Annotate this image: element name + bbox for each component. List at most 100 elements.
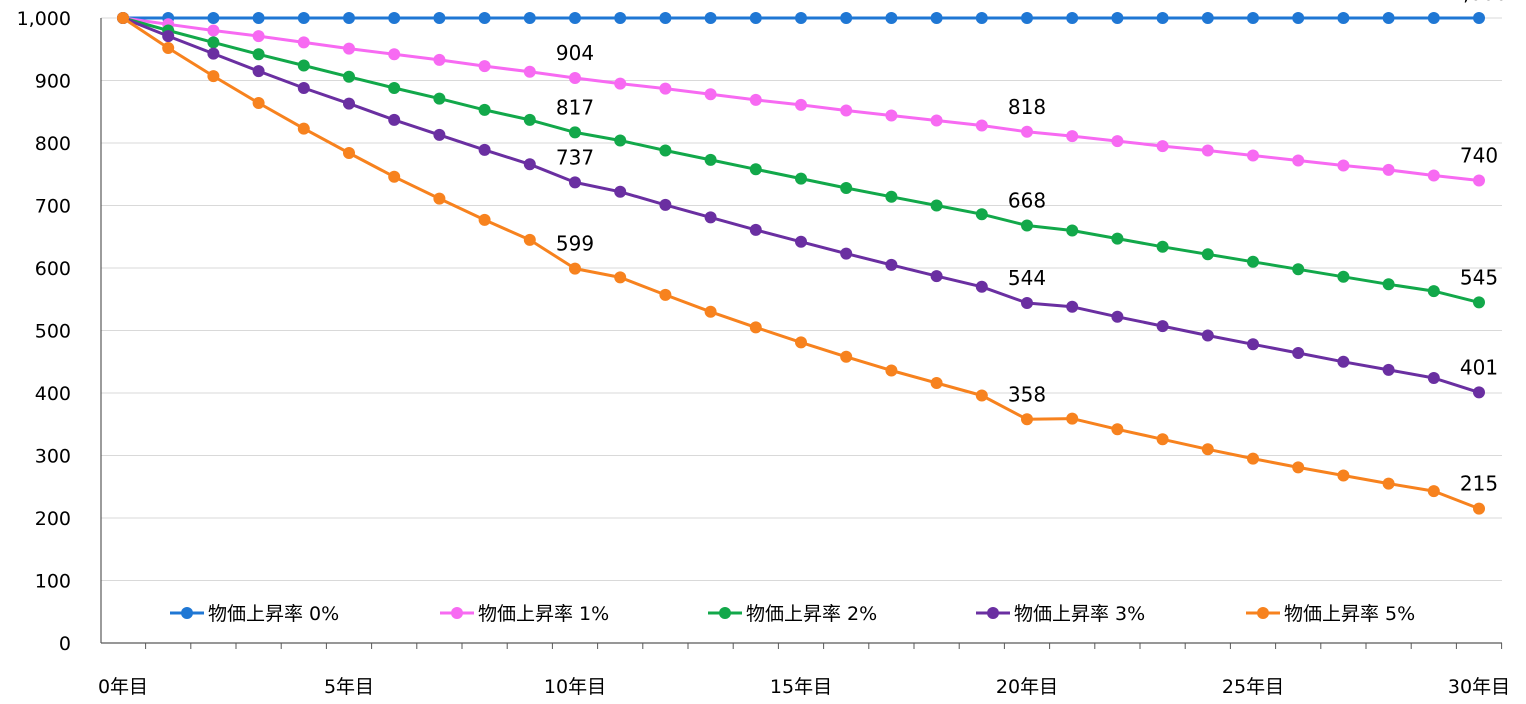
series-1 (117, 12, 1485, 187)
data-point (343, 70, 355, 83)
data-point (1201, 144, 1214, 157)
legend-marker (719, 607, 731, 619)
data-point (704, 305, 717, 318)
data-point (569, 72, 581, 84)
y-tick-label: 600 (35, 258, 71, 280)
y-tick-label: 900 (35, 71, 71, 93)
data-point (975, 208, 988, 221)
data-point (1111, 135, 1124, 148)
data-point (1201, 248, 1214, 261)
data-point (162, 42, 175, 54)
data-point (1427, 285, 1440, 298)
x-tick-label: 20年目 (996, 676, 1058, 698)
data-point (614, 185, 627, 198)
data-point (1473, 12, 1485, 24)
data-point (975, 12, 988, 24)
x-tick-label: 15年目 (770, 676, 832, 698)
data-label: 818 (1008, 95, 1046, 119)
data-point (704, 211, 717, 224)
data-point (117, 12, 129, 24)
data-labels: 1,000 904 818 740 817 668 545 737 544 401 599 358 21… (556, 0, 1508, 496)
legend-label: 物価上昇率 3% (1014, 603, 1145, 625)
data-point (569, 126, 581, 139)
data-point (1337, 469, 1350, 482)
data-point (795, 235, 807, 248)
data-point (975, 119, 988, 132)
data-point (252, 65, 265, 78)
data-point (1066, 12, 1079, 24)
data-point (1247, 12, 1259, 24)
data-point (704, 12, 717, 24)
data-point (1427, 372, 1440, 384)
data-point (659, 82, 672, 95)
y-tick-label: 700 (35, 196, 71, 218)
legend-item-2: 物価上昇率 2% (708, 603, 877, 625)
data-point (297, 122, 310, 135)
data-point (1292, 461, 1305, 474)
data-point (704, 88, 717, 101)
data-point (1201, 443, 1214, 456)
data-point (1337, 355, 1350, 368)
data-point (433, 128, 446, 141)
data-point (1111, 310, 1124, 323)
data-point (1247, 452, 1259, 465)
data-point (523, 233, 536, 246)
data-point (1021, 125, 1033, 138)
data-point (207, 70, 220, 83)
data-point (975, 389, 988, 402)
data-point (614, 12, 627, 24)
data-label: 358 (1008, 382, 1046, 406)
data-point (795, 172, 807, 185)
legend-label: 物価上昇率 0% (208, 603, 339, 625)
data-point (1111, 232, 1124, 245)
data-point (1382, 163, 1395, 176)
y-tick-label: 800 (35, 133, 71, 155)
data-point (749, 12, 762, 24)
data-point (1427, 485, 1440, 498)
data-point (343, 147, 355, 159)
legend-item-0: 物価上昇率 0% (170, 603, 339, 625)
data-point (388, 12, 401, 24)
data-point (1382, 12, 1395, 24)
data-point (433, 53, 446, 66)
y-tick-label: 500 (35, 321, 71, 343)
data-point (252, 30, 265, 43)
data-point (930, 199, 943, 212)
data-point (1066, 300, 1079, 313)
data-point (749, 223, 762, 236)
data-point (1247, 255, 1259, 268)
legend-label: 物価上昇率 2% (746, 603, 877, 625)
data-point (478, 12, 491, 24)
data-point (840, 104, 853, 117)
series-4 (117, 12, 1485, 515)
data-point (1337, 270, 1350, 283)
legend-marker (451, 607, 463, 619)
data-point (840, 182, 853, 194)
legend-item-4: 物価上昇率 5% (1246, 603, 1415, 625)
data-label: 1,000 (1450, 0, 1507, 5)
data-label: 545 (1460, 265, 1498, 289)
data-label: 904 (556, 41, 594, 65)
data-point (885, 190, 898, 203)
data-point (569, 262, 581, 275)
data-point (1382, 477, 1395, 490)
data-point (1292, 347, 1305, 359)
data-point (523, 158, 536, 171)
data-point (614, 134, 627, 147)
data-point (297, 59, 310, 72)
y-tick-label: 400 (35, 383, 71, 405)
data-point (1066, 224, 1079, 237)
data-point (930, 12, 943, 24)
data-point (1473, 386, 1485, 399)
data-point (930, 114, 943, 127)
data-point (388, 82, 401, 94)
data-point (1292, 154, 1305, 167)
series-0 (117, 12, 1485, 24)
legend: 物価上昇率 0% 物価上昇率 1% 物価上昇率 2% 物価上昇率 3% 物価上昇率 5% (170, 603, 1415, 625)
data-point (1247, 149, 1259, 162)
data-point (659, 198, 672, 211)
legend-label: 物価上昇率 1% (478, 603, 609, 625)
data-point (478, 103, 491, 116)
data-point (749, 321, 762, 334)
